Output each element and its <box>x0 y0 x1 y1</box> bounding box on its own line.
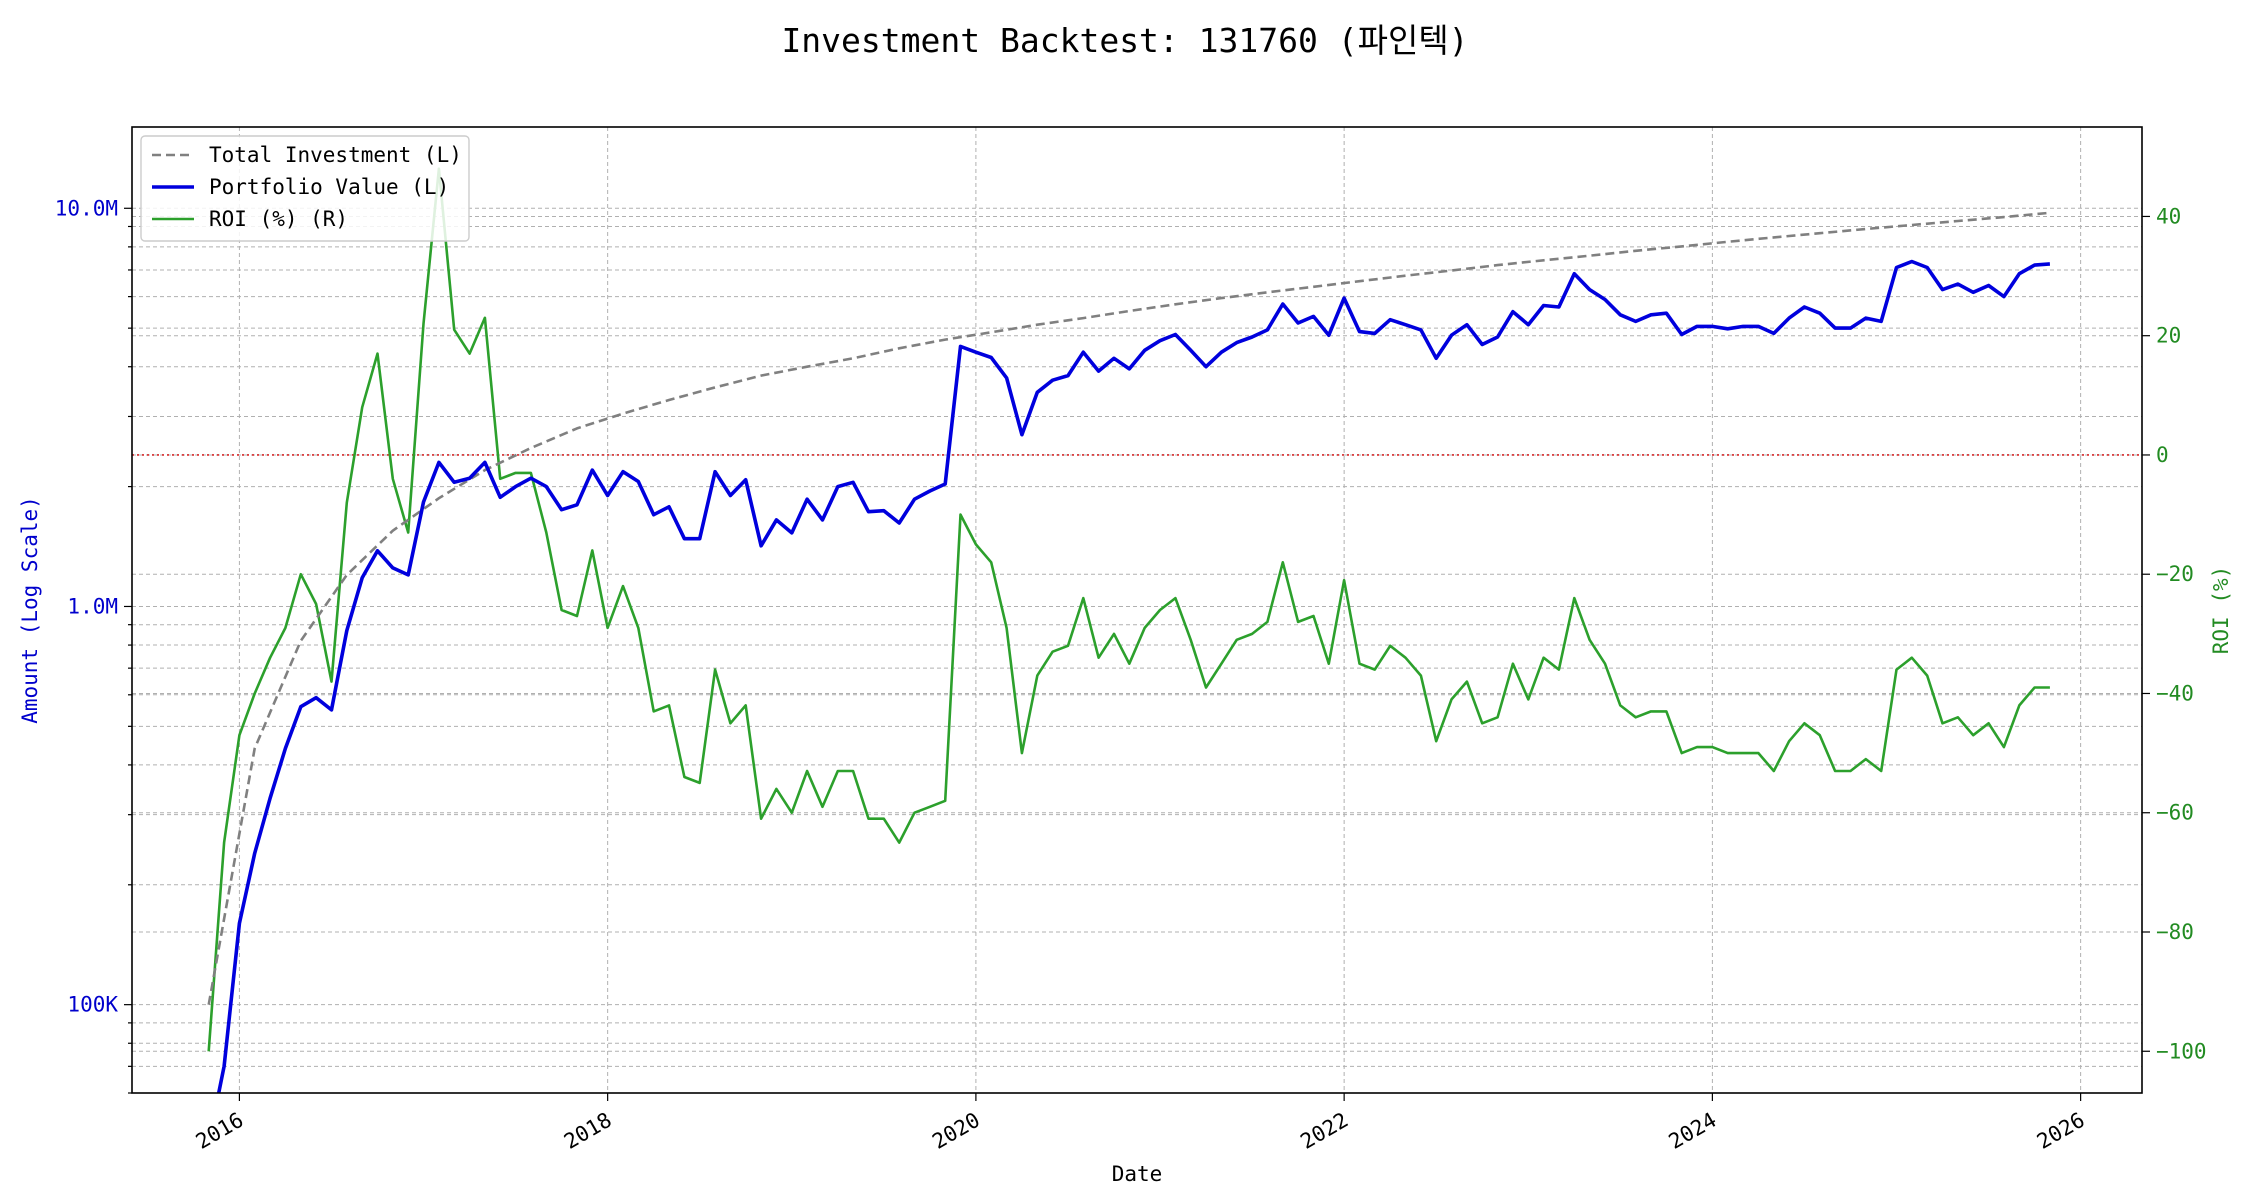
legend-label: ROI (%) (R) <box>209 207 348 231</box>
legend: Total Investment (L) Portfolio Value (L) R… <box>140 135 470 242</box>
left-y-axis-label: Amount (Log Scale) <box>18 496 42 724</box>
legend-label: Portfolio Value (L) <box>209 175 449 199</box>
left-tick-label: 10.0M <box>55 196 118 220</box>
left-tick-label: 100K <box>67 993 118 1017</box>
x-tick-label: 2024 <box>1665 1108 1721 1154</box>
right-tick-label: −20 <box>2156 562 2194 586</box>
x-axis-label: Date <box>1112 1162 1163 1186</box>
right-tick-label: 40 <box>2156 204 2181 228</box>
legend-label: Total Investment (L) <box>209 143 462 167</box>
right-tick-label: −60 <box>2156 801 2194 825</box>
x-axis-ticks: 2016 2018 2020 2022 2024 2026 <box>192 1093 2089 1154</box>
left-axis-ticks: 100K 1.0M 10.0M <box>55 196 119 1016</box>
plot-frame <box>131 126 2143 1094</box>
x-tick-label: 2018 <box>560 1108 616 1154</box>
right-y-axis-label: ROI (%) <box>2209 566 2233 655</box>
portfolio-value-line <box>216 259 2051 1093</box>
chart-title: Investment Backtest: 131760 (파인텍) <box>781 21 1469 60</box>
x-tick-label: 2020 <box>928 1108 984 1154</box>
legend-box <box>140 135 470 242</box>
x-tick-label: 2016 <box>192 1108 248 1154</box>
total-investment-line <box>207 211 2051 1005</box>
right-tick-label: 0 <box>2156 443 2169 467</box>
right-tick-label: 20 <box>2156 324 2181 348</box>
left-tick-label: 1.0M <box>67 594 118 618</box>
right-tick-label: −100 <box>2156 1039 2207 1063</box>
grid-lines <box>124 127 2142 1094</box>
right-axis-ticks: 40 20 0 −20 −40 −60 −80 −100 <box>2142 204 2207 1063</box>
x-tick-label: 2026 <box>2033 1108 2089 1154</box>
x-tick-label: 2022 <box>1296 1108 1352 1154</box>
right-tick-label: −80 <box>2156 920 2194 944</box>
series-lines <box>207 167 2051 1093</box>
right-tick-label: −40 <box>2156 681 2194 705</box>
roi-line <box>207 167 2050 1052</box>
